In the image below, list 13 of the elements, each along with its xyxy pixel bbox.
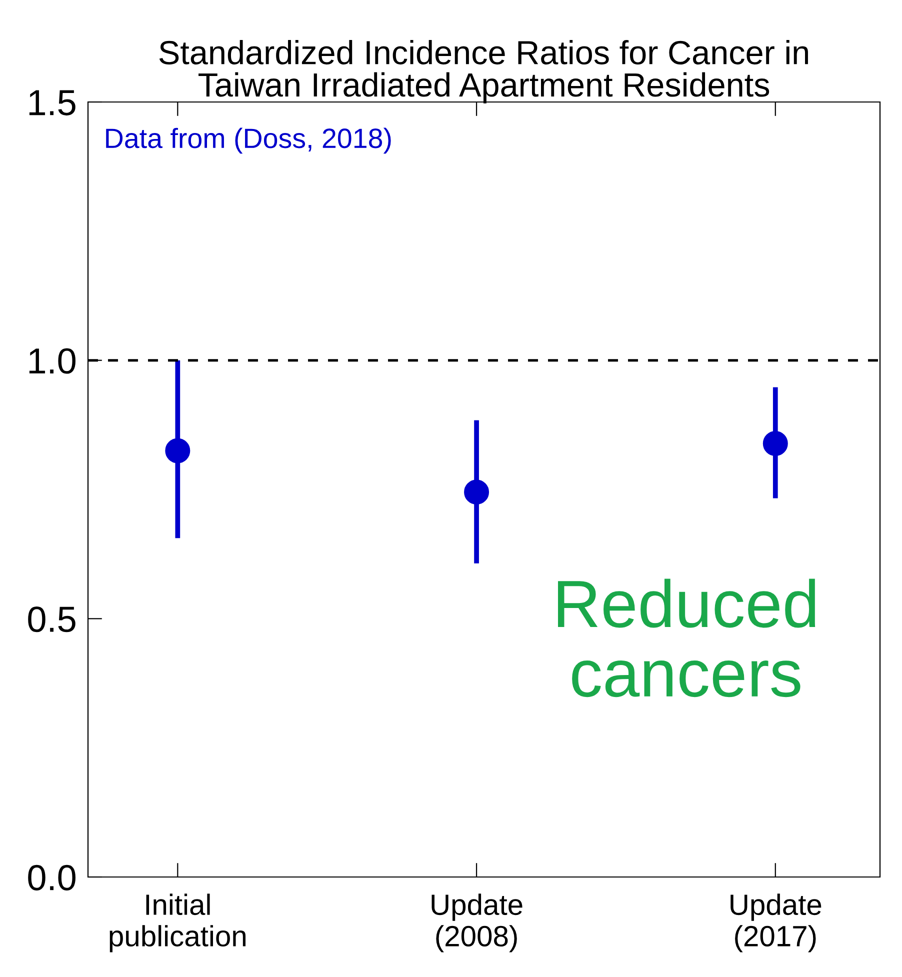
point bbox=[464, 480, 490, 505]
y-tick-label: 1.5 bbox=[29, 90, 76, 116]
y-tick-label: 0.0 bbox=[28, 864, 76, 890]
chart-title: Standardized Incidence Ratios for Cancer in Taiwan Irradiated Apartment Residents bbox=[159, 40, 808, 104]
point bbox=[165, 438, 190, 464]
point bbox=[762, 431, 788, 456]
y-tick-label: 0.5 bbox=[28, 606, 76, 632]
annotation: Reduced cancers bbox=[558, 578, 816, 698]
x-tick-label: Initial publication bbox=[110, 894, 246, 952]
x-tick-label: Update (2017) bbox=[730, 894, 822, 952]
annotation: Data from (Doss, 2018) bbox=[106, 128, 391, 154]
y-tick-label: 1.0 bbox=[29, 348, 76, 374]
x-tick-label: Update (2008) bbox=[432, 894, 522, 952]
